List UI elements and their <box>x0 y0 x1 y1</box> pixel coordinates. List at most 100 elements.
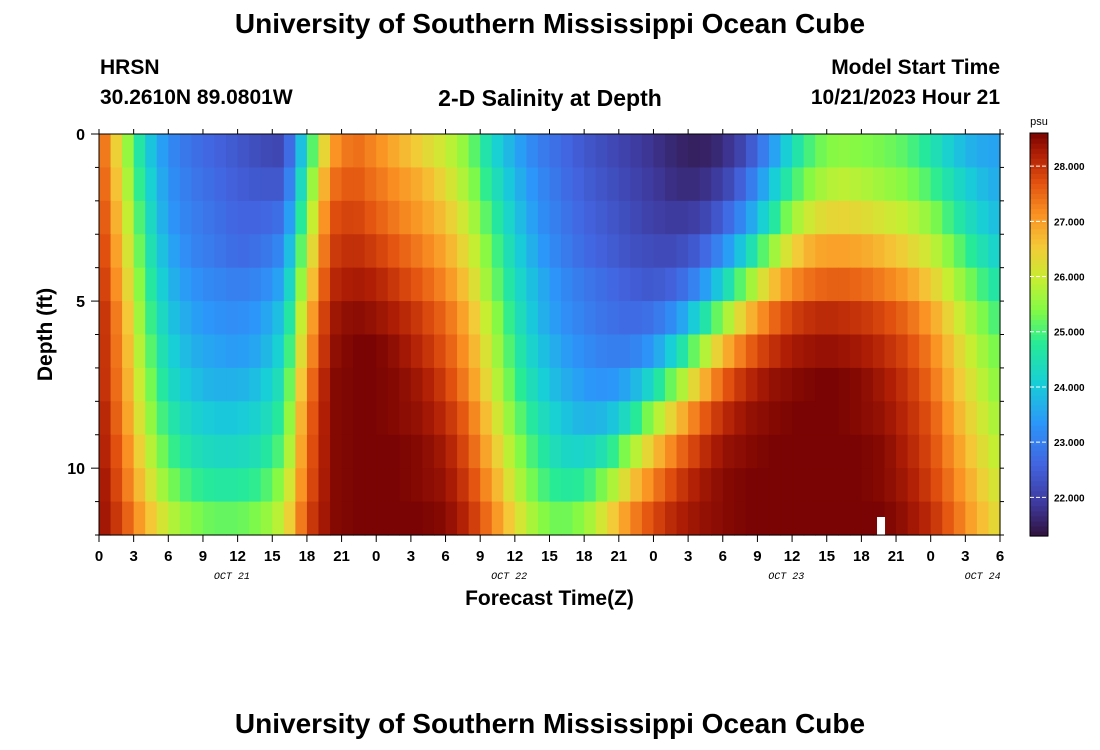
colorbar-segment <box>1030 178 1048 184</box>
heatmap-cell <box>514 167 527 202</box>
heatmap-cell <box>214 468 227 503</box>
heatmap-cell <box>306 367 320 402</box>
heatmap-cell <box>503 401 516 436</box>
heatmap-cell <box>618 401 631 436</box>
heatmap-cell <box>353 267 366 302</box>
heatmap-cell <box>676 367 689 402</box>
heatmap-cell <box>641 367 655 402</box>
heatmap-cell <box>826 468 839 503</box>
heatmap-cell <box>145 134 158 169</box>
heatmap-cell <box>757 367 770 402</box>
heatmap-cell <box>376 167 389 202</box>
heatmap-cell <box>168 501 181 536</box>
heatmap-cell <box>526 501 539 536</box>
heatmap-cell <box>295 234 308 269</box>
heatmap-cell <box>376 334 389 369</box>
heatmap-cell <box>410 367 424 402</box>
heatmap-cell <box>272 401 285 436</box>
heatmap-cell <box>965 468 978 503</box>
heatmap-cell <box>526 367 539 402</box>
x-tick-label: 15 <box>264 548 281 565</box>
heatmap-cell <box>849 334 862 369</box>
heatmap-cell <box>768 367 782 402</box>
heatmap-cell <box>757 200 770 235</box>
heatmap-cell <box>249 200 262 235</box>
heatmap-cell <box>618 334 631 369</box>
colorbar-segment <box>1030 314 1048 320</box>
heatmap-cell <box>976 401 990 436</box>
heatmap-cell <box>561 167 574 202</box>
heatmap-cell <box>584 267 597 302</box>
heatmap-cell <box>226 434 239 469</box>
heatmap-cell <box>191 234 204 269</box>
heatmap-cell <box>780 434 793 469</box>
heatmap-cell <box>514 367 527 402</box>
heatmap-cell <box>919 468 932 503</box>
colorbar-segment <box>1030 334 1048 341</box>
heatmap-cell <box>699 134 712 169</box>
colorbar-segment <box>1030 263 1048 270</box>
heatmap-cell <box>526 167 539 202</box>
heatmap-cell <box>249 468 262 503</box>
colorbar-segment <box>1030 248 1048 255</box>
colorbar-segment <box>1030 349 1048 356</box>
colorbar-segment <box>1030 515 1048 522</box>
heatmap-cell <box>491 401 504 436</box>
heatmap-cell <box>295 301 308 336</box>
heatmap-cell <box>272 267 285 302</box>
heatmap-cell <box>849 234 862 269</box>
heatmap-cell <box>364 434 377 469</box>
heatmap-cell <box>838 267 851 302</box>
x-tick-label: 21 <box>610 548 627 565</box>
heatmap-cell <box>826 301 839 336</box>
heatmap-cell <box>688 501 701 536</box>
heatmap-cell <box>607 434 620 469</box>
heatmap-cell <box>722 200 735 235</box>
heatmap-cell <box>803 434 816 469</box>
heatmap-cell <box>965 367 978 402</box>
heatmap-cell <box>364 401 377 436</box>
heatmap-cell <box>653 134 666 169</box>
heatmap-cell <box>884 468 897 503</box>
heatmap-cell <box>757 501 770 536</box>
heatmap-cell <box>688 200 701 235</box>
heatmap-cell <box>792 234 805 269</box>
x-tick-label: 6 <box>441 548 449 565</box>
heatmap-cell <box>99 401 112 436</box>
heatmap-cell <box>942 267 955 302</box>
heatmap-cell <box>826 134 839 169</box>
heatmap-cell <box>826 334 839 369</box>
heatmap-cell <box>168 134 181 169</box>
heatmap-cell <box>110 267 123 302</box>
heatmap-cell <box>480 434 493 469</box>
heatmap-cell <box>711 334 724 369</box>
heatmap-cell <box>607 468 620 503</box>
heatmap-cell <box>803 301 816 336</box>
colorbar-segment <box>1030 525 1048 532</box>
date-label: OCT 22 <box>491 572 527 583</box>
heatmap-cell <box>665 200 678 235</box>
heatmap-cell <box>433 334 447 369</box>
heatmap-cell <box>722 267 735 302</box>
heatmap-cell <box>491 267 504 302</box>
heatmap-cell <box>457 434 470 469</box>
colorbar-segment <box>1030 213 1048 220</box>
heatmap-cell <box>607 501 620 536</box>
footer-title: University of Southern Mississippi Ocean… <box>234 708 866 739</box>
model-start-label: Model Start Time <box>831 56 1000 79</box>
heatmap-cell <box>872 234 886 269</box>
heatmap-cell <box>872 200 886 235</box>
x-tick-label: 15 <box>541 548 558 565</box>
heatmap-cell <box>214 334 227 369</box>
colorbar-segment <box>1030 379 1048 386</box>
heatmap-cell <box>630 468 643 503</box>
heatmap-cell <box>849 367 862 402</box>
heatmap-cell <box>815 301 828 336</box>
heatmap-cell <box>318 134 331 169</box>
heatmap-cell <box>133 267 146 302</box>
heatmap-cell <box>110 334 123 369</box>
heatmap-cell <box>410 401 424 436</box>
colorbar-tick-label: 27.000 <box>1054 217 1085 228</box>
heatmap-cell <box>722 401 735 436</box>
heatmap-cell <box>861 301 874 336</box>
